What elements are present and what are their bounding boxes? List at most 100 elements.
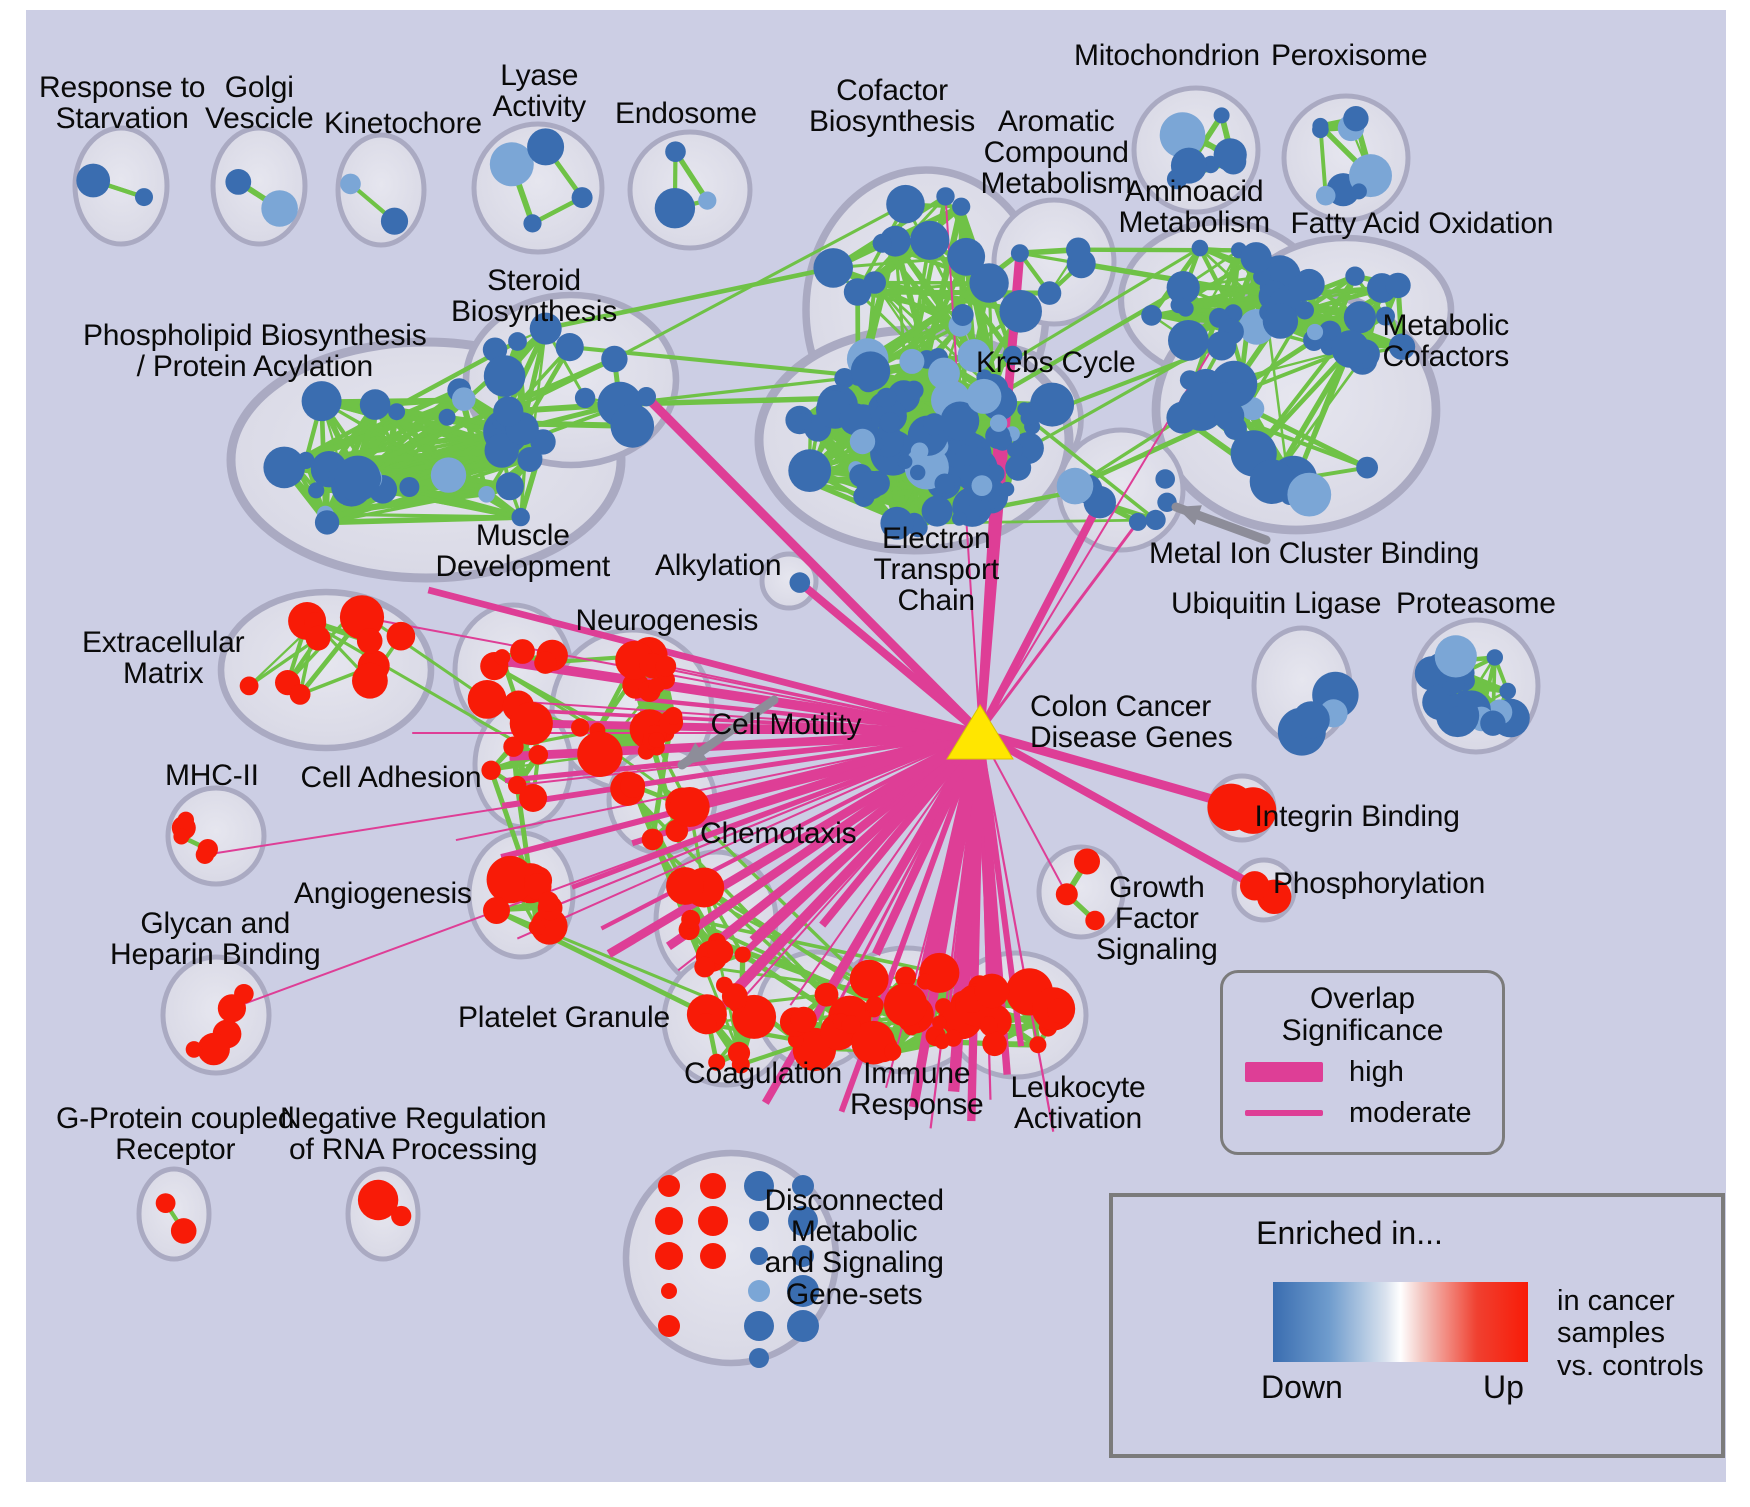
hub-triangle[interactable] [946, 704, 1014, 760]
gene-set-node[interactable] [1345, 266, 1365, 286]
gene-set-node[interactable] [1262, 303, 1299, 339]
gene-set-node[interactable] [872, 233, 892, 253]
gene-set-node[interactable] [910, 464, 926, 481]
gene-set-node[interactable] [1037, 281, 1062, 305]
gene-set-node[interactable] [1388, 333, 1416, 360]
gene-set-node[interactable] [340, 173, 361, 195]
gene-set-node[interactable] [577, 731, 623, 777]
gene-set-node[interactable] [721, 983, 748, 1010]
gene-set-node[interactable] [493, 396, 524, 427]
gene-set-node[interactable] [669, 787, 710, 827]
gene-set-node[interactable] [1223, 416, 1247, 440]
gene-set-node[interactable] [744, 1171, 774, 1201]
gene-set-node[interactable] [849, 959, 889, 999]
gene-set-node[interactable] [708, 1053, 726, 1071]
gene-set-node[interactable] [508, 332, 527, 351]
gene-set-node[interactable] [185, 1041, 203, 1058]
gene-set-node[interactable] [895, 966, 917, 988]
gene-set-node[interactable] [305, 625, 331, 651]
gene-set-node[interactable] [813, 248, 853, 288]
gene-set-node[interactable] [1155, 469, 1175, 489]
gene-set-node[interactable] [974, 973, 1010, 1009]
gene-set-node[interactable] [511, 507, 530, 527]
gene-set-node[interactable] [792, 1245, 814, 1267]
gene-set-node[interactable] [661, 1283, 677, 1299]
gene-set-node[interactable] [698, 1206, 728, 1236]
gene-set-node[interactable] [489, 142, 534, 187]
gene-set-node[interactable] [863, 271, 886, 294]
gene-set-node[interactable] [1010, 244, 1029, 263]
gene-set-node[interactable] [494, 649, 511, 666]
gene-set-node[interactable] [884, 1043, 902, 1061]
gene-set-node[interactable] [641, 828, 664, 851]
gene-set-node[interactable] [1083, 486, 1117, 519]
gene-set-node[interactable] [1168, 320, 1209, 361]
gene-set-node[interactable] [486, 855, 534, 904]
gene-set-node[interactable] [261, 190, 298, 227]
gene-set-node[interactable] [982, 1031, 1007, 1057]
gene-set-node[interactable] [76, 163, 111, 198]
gene-set-node[interactable] [519, 784, 548, 812]
gene-set-node[interactable] [904, 380, 924, 400]
gene-set-node[interactable] [534, 651, 557, 674]
gene-set-node[interactable] [1287, 472, 1332, 517]
gene-set-node[interactable] [339, 595, 385, 640]
gene-set-node[interactable] [856, 470, 886, 500]
gene-set-node[interactable] [359, 389, 391, 420]
gene-set-node[interactable] [1145, 509, 1166, 530]
gene-set-node[interactable] [788, 449, 832, 492]
gene-set-node[interactable] [999, 481, 1015, 497]
gene-set-node[interactable] [985, 423, 1011, 449]
gene-set-node[interactable] [308, 482, 325, 499]
gene-set-node[interactable] [910, 442, 929, 461]
gene-set-node[interactable] [789, 572, 811, 593]
gene-set-node[interactable] [1499, 682, 1516, 700]
gene-set-node[interactable] [910, 220, 950, 260]
gene-set-node[interactable] [658, 1175, 680, 1197]
gene-set-node[interactable] [749, 1348, 769, 1368]
gene-set-node[interactable] [795, 413, 812, 430]
gene-set-node[interactable] [750, 1247, 768, 1265]
gene-set-node[interactable] [528, 745, 549, 765]
gene-set-node[interactable] [1207, 783, 1255, 831]
gene-set-node[interactable] [571, 187, 593, 209]
gene-set-node[interactable] [1074, 848, 1100, 875]
gene-set-node[interactable] [707, 939, 734, 965]
gene-set-node[interactable] [314, 510, 340, 535]
gene-set-node[interactable] [538, 891, 559, 912]
gene-set-node[interactable] [483, 897, 510, 924]
gene-set-node[interactable] [966, 378, 1002, 414]
gene-set-node[interactable] [648, 677, 665, 694]
gene-set-node[interactable] [155, 1193, 176, 1213]
gene-set-node[interactable] [698, 191, 717, 210]
gene-set-node[interactable] [700, 1243, 726, 1269]
gene-set-node[interactable] [952, 511, 967, 526]
gene-set-node[interactable] [555, 333, 584, 362]
gene-set-node[interactable] [989, 414, 1008, 432]
gene-set-node[interactable] [1448, 706, 1468, 725]
gene-set-node[interactable] [1017, 402, 1032, 417]
gene-set-node[interactable] [694, 956, 716, 978]
gene-set-node[interactable] [1177, 300, 1194, 317]
gene-set-node[interactable] [636, 387, 656, 407]
gene-set-node[interactable] [263, 446, 305, 489]
gene-set-node[interactable] [790, 1006, 817, 1033]
gene-set-node[interactable] [289, 684, 311, 705]
gene-set-node[interactable] [655, 655, 677, 677]
gene-set-node[interactable] [301, 381, 342, 422]
gene-set-node[interactable] [1240, 871, 1270, 901]
gene-set-node[interactable] [467, 680, 507, 719]
gene-set-node[interactable] [917, 973, 934, 990]
gene-set-node[interactable] [225, 169, 252, 195]
gene-set-node[interactable] [1480, 710, 1506, 736]
gene-set-node[interactable] [484, 433, 519, 468]
gene-set-node[interactable] [357, 1179, 399, 1221]
gene-set-node[interactable] [452, 387, 476, 412]
gene-set-node[interactable] [841, 1015, 861, 1034]
gene-set-node[interactable] [1213, 107, 1230, 124]
gene-set-node[interactable] [934, 473, 955, 494]
gene-set-node[interactable] [1166, 271, 1200, 305]
gene-set-node[interactable] [478, 486, 495, 503]
gene-set-node[interactable] [749, 1211, 769, 1231]
gene-set-node[interactable] [574, 387, 596, 409]
